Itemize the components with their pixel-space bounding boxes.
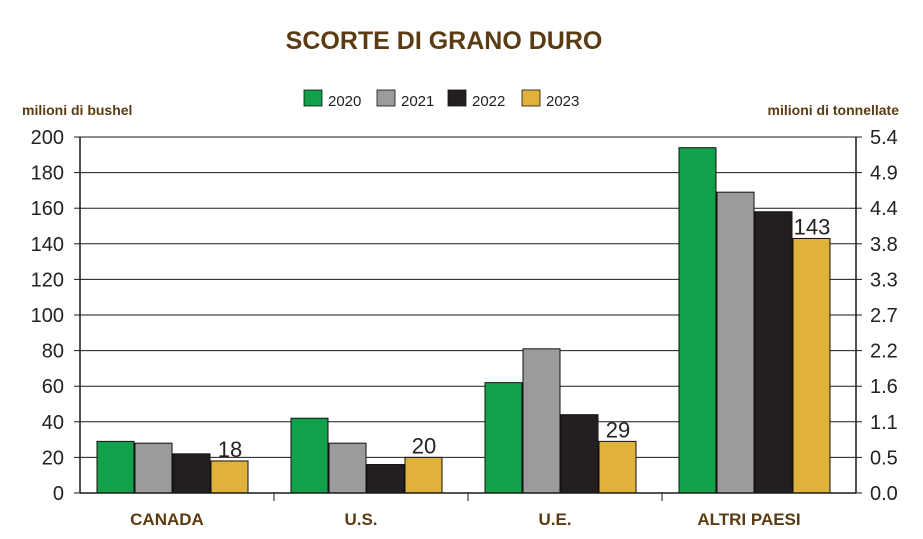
category-label: U.E. — [538, 510, 571, 529]
bar-2021 — [522, 348, 561, 494]
right-tick-label: 2.2 — [870, 341, 898, 363]
legend-swatch-2020 — [303, 89, 323, 107]
left-tick-label: 140 — [31, 234, 64, 256]
bar-2021 — [134, 442, 173, 494]
data-label: 18 — [218, 437, 242, 462]
bar-2021 — [716, 191, 755, 494]
right-tick-label: 2.7 — [870, 305, 898, 327]
legend-label-2021: 2021 — [401, 93, 434, 110]
right-tick-label: 0.5 — [870, 447, 898, 469]
category-labels: CANADA U.S. U.E. ALTRI PAESI — [130, 510, 800, 529]
right-tick-label: 4.9 — [870, 163, 898, 185]
bars — [96, 147, 831, 494]
left-tick-label: 80 — [42, 341, 64, 363]
right-tick-label: 5.4 — [870, 127, 898, 149]
left-tick-label: 180 — [31, 163, 64, 185]
bar-2020 — [484, 382, 523, 494]
bar-2023 — [210, 460, 249, 494]
left-tick-label: 0 — [53, 483, 64, 505]
left-tick-label: 200 — [31, 127, 64, 149]
data-labels: 18 20 29 143 — [218, 214, 831, 461]
legend-label-2020: 2020 — [328, 93, 361, 110]
right-tick-label: 4.4 — [870, 198, 898, 220]
data-label: 20 — [412, 433, 436, 458]
legend-label-2023: 2023 — [546, 93, 579, 110]
left-tick-label: 100 — [31, 305, 64, 327]
bar-2022 — [754, 211, 793, 494]
left-tick-label: 160 — [31, 198, 64, 220]
chart-title: SCORTE DI GRANO DURO — [286, 27, 603, 55]
right-tick-label: 3.3 — [870, 269, 898, 291]
category-label: ALTRI PAESI — [697, 510, 800, 529]
bar-2020 — [96, 440, 135, 494]
category-label: CANADA — [130, 510, 204, 529]
bar-2022 — [172, 453, 211, 494]
bar-2022 — [560, 414, 599, 494]
bar-2021 — [328, 442, 367, 494]
data-label: 29 — [606, 417, 630, 442]
bar-2023 — [598, 440, 637, 494]
left-tick-label: 60 — [42, 376, 64, 398]
bar-2020 — [290, 417, 329, 494]
left-axis-ticks: 0 20 40 60 80 100 120 140 160 180 200 — [31, 127, 64, 505]
bar-2022 — [366, 464, 405, 494]
left-tick-label: 20 — [42, 447, 64, 469]
left-tick-label: 120 — [31, 269, 64, 291]
bar-2023 — [404, 456, 443, 494]
bar-2020 — [678, 147, 717, 494]
data-label: 143 — [794, 214, 831, 239]
right-tick-label: 3.8 — [870, 234, 898, 256]
bar-2023 — [792, 237, 831, 494]
right-axis-unit-label: milioni di tonnellate — [768, 102, 900, 118]
category-label: U.S. — [344, 510, 377, 529]
legend-swatch-2022 — [447, 89, 467, 107]
legend-swatch-2021 — [376, 89, 396, 107]
right-tick-label: 0.0 — [870, 483, 898, 505]
right-tick-label: 1.6 — [870, 376, 898, 398]
axes — [74, 136, 862, 501]
legend: 2020 2021 2022 2023 — [303, 89, 579, 110]
legend-label-2022: 2022 — [472, 93, 505, 110]
left-axis-unit-label: milioni di bushel — [22, 102, 132, 118]
right-tick-label: 1.1 — [870, 412, 898, 434]
right-axis-ticks: 0.0 0.5 1.1 1.6 2.2 2.7 3.3 3.8 4.4 4.9 5.4 — [870, 127, 898, 505]
left-tick-label: 40 — [42, 412, 64, 434]
legend-swatch-2023 — [521, 89, 541, 107]
gridlines — [80, 136, 856, 458]
